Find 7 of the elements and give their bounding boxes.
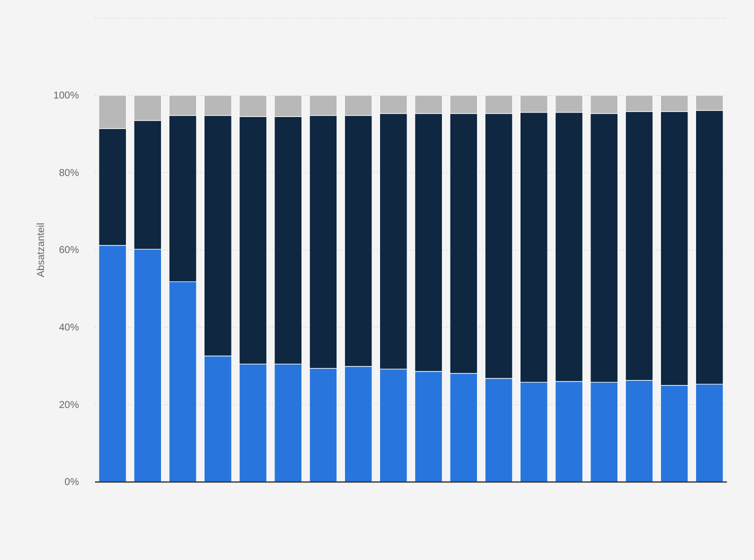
y-tick-label: 100%	[53, 90, 80, 102]
y-tick-label: 60%	[58, 245, 80, 256]
y-tick-label: 0%	[64, 477, 80, 488]
y-tick-label: 40%	[58, 322, 80, 334]
y-tick-label: 80%	[58, 168, 80, 179]
y-tick-label: 20%	[58, 400, 80, 411]
y-axis-title: Absatzanteil	[36, 222, 47, 278]
